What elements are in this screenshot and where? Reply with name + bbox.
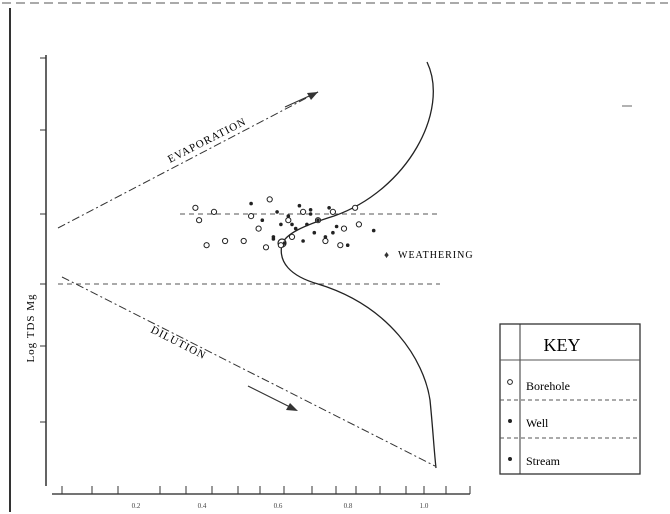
legend: KEY Borehole Well Stream bbox=[499, 323, 641, 475]
legend-box bbox=[499, 323, 641, 475]
x-axis-ticks: 0.2 0.4 0.6 0.8 1.0 bbox=[61, 486, 471, 510]
weathering-marker: ♦ bbox=[384, 250, 390, 261]
data-point-well bbox=[323, 235, 328, 239]
dilution-label: DILUTION bbox=[149, 324, 208, 362]
legend-label-borehole: Borehole bbox=[526, 379, 570, 393]
data-point-stream bbox=[271, 237, 276, 241]
y-axis-ticks bbox=[40, 57, 46, 423]
data-point-well bbox=[345, 243, 350, 247]
data-point-borehole bbox=[322, 237, 329, 245]
data-point-borehole bbox=[222, 237, 229, 245]
data-point-borehole bbox=[203, 242, 210, 249]
data-point-borehole bbox=[285, 217, 292, 224]
data-point-well bbox=[312, 230, 317, 235]
data-point-borehole bbox=[288, 233, 296, 240]
dilution-arrow-shaft bbox=[247, 385, 297, 411]
data-point-well bbox=[249, 201, 253, 206]
data-point-well bbox=[327, 206, 331, 210]
x-tick-label: 1.0 bbox=[420, 502, 429, 510]
x-tick-label: 0.6 bbox=[274, 502, 283, 510]
data-point-well bbox=[260, 218, 265, 222]
data-point-borehole bbox=[255, 225, 262, 232]
data-point-well bbox=[316, 218, 320, 222]
evaporation-arrow-head bbox=[307, 92, 318, 100]
data-points bbox=[192, 196, 376, 251]
data-point-borehole bbox=[192, 204, 199, 211]
evaporation-label: EVAPORATION bbox=[166, 116, 249, 166]
x-tick-label: 0.2 bbox=[132, 502, 141, 510]
data-point-stream bbox=[331, 230, 335, 235]
legend-marker-borehole bbox=[507, 379, 513, 385]
x-tick-label: 0.8 bbox=[344, 502, 353, 510]
data-point-well bbox=[279, 222, 283, 227]
data-point-well bbox=[275, 210, 279, 214]
data-point-well bbox=[305, 222, 309, 227]
legend-marker-well bbox=[508, 419, 512, 423]
data-point-well bbox=[282, 241, 287, 245]
data-point-stream bbox=[290, 222, 294, 227]
lower-envelope-curve bbox=[280, 243, 437, 469]
data-point-well bbox=[308, 208, 313, 212]
data-point-well bbox=[301, 239, 305, 243]
data-point-stream bbox=[308, 212, 313, 216]
legend-label-stream: Stream bbox=[526, 454, 561, 468]
data-point-borehole bbox=[300, 208, 307, 215]
data-point-borehole bbox=[266, 196, 273, 203]
dilution-arrow-head bbox=[286, 403, 298, 411]
x-tick-label: 0.4 bbox=[198, 502, 207, 510]
weathering-label: WEATHERING bbox=[398, 250, 474, 261]
data-point-well bbox=[286, 214, 291, 218]
data-point-borehole bbox=[262, 244, 270, 251]
data-point-borehole bbox=[352, 204, 359, 211]
data-point-borehole bbox=[340, 225, 348, 232]
legend-label-well: Well bbox=[526, 416, 549, 430]
data-point-borehole bbox=[337, 242, 344, 249]
data-point-borehole bbox=[240, 237, 247, 245]
dilution-trend-line bbox=[61, 276, 436, 467]
evaporation-trend-line bbox=[57, 91, 319, 229]
data-point-borehole bbox=[210, 208, 218, 215]
data-point-well bbox=[334, 224, 339, 229]
data-point-well bbox=[293, 226, 298, 231]
legend-title: KEY bbox=[544, 335, 581, 355]
data-point-well bbox=[297, 203, 302, 208]
data-point-borehole bbox=[355, 221, 362, 228]
legend-marker-stream bbox=[508, 457, 512, 461]
data-point-borehole bbox=[277, 242, 284, 249]
upper-envelope-curve bbox=[281, 61, 434, 245]
data-point-borehole bbox=[196, 217, 203, 224]
data-point-borehole bbox=[248, 213, 255, 220]
data-point-borehole bbox=[329, 208, 336, 215]
data-point-well bbox=[371, 228, 376, 233]
y-axis-label: Log TDS Mg bbox=[25, 293, 37, 362]
